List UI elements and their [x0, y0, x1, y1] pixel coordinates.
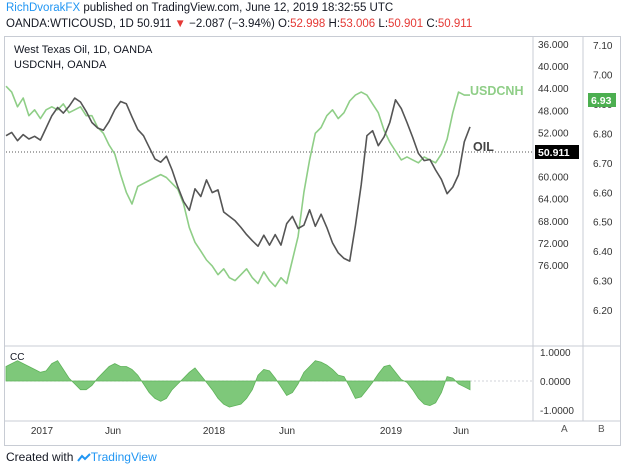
usdcnh-axis-tick: 7.00 — [593, 70, 613, 81]
usdcnh-axis-tick: 6.40 — [593, 247, 613, 258]
tradingview-logo-icon — [76, 453, 91, 462]
oil-axis-tick: 64.000 — [538, 195, 569, 206]
oil-axis-tick: 68.000 — [538, 217, 569, 228]
cc-axis-tick: -1.0000 — [540, 406, 574, 417]
last-price: 50.911 — [137, 18, 172, 30]
cc-axis-tick: 1.0000 — [540, 348, 571, 359]
usdcnh-axis-tick: 6.70 — [593, 159, 613, 170]
oil-price-tag-bg — [535, 145, 579, 159]
time-axis[interactable]: 2017 Jun 2018 Jun 2019 Jun — [31, 426, 469, 437]
auto-scale-button[interactable]: A — [561, 424, 568, 435]
author-link[interactable]: RichDvorakFX — [6, 2, 81, 14]
series-layer — [5, 85, 533, 288]
high-value: 53.006 — [340, 18, 376, 30]
oil-axis-tick: 60.000 — [538, 173, 569, 184]
oil-axis-tick: 48.000 — [538, 106, 569, 117]
usdcnh-axis-tick: 6.80 — [593, 129, 613, 140]
usdcnh-axis-tick: 6.60 — [593, 188, 613, 199]
usdcnh-price-tag: 6.93 — [591, 95, 612, 107]
chart-frame — [4, 36, 621, 446]
published-text: published on TradingView.com, June 12, 2… — [80, 2, 394, 14]
oil-annotation: OIL — [473, 140, 494, 154]
cc-axis-tick: 0.0000 — [540, 377, 571, 388]
legend-oil[interactable]: West Texas Oil, 1D, OANDA — [14, 44, 153, 56]
cc-label[interactable]: CC — [10, 352, 24, 363]
oil-axis-tick: 36.000 — [538, 40, 569, 51]
symbol-info-line: OANDA:WTICOUSD, 1D 50.911 ▼ −2.087 (−3.9… — [6, 18, 472, 30]
high-label: H: — [328, 18, 341, 30]
down-arrow-icon: ▼ — [174, 18, 186, 30]
oil-axis-tick: 76.000 — [538, 261, 569, 272]
time-axis-tick: 2019 — [380, 426, 403, 437]
tradingview-brand-link[interactable]: TradingView — [90, 450, 157, 464]
oil-axis-tick: 52.000 — [538, 128, 569, 139]
oil-series-line[interactable] — [5, 97, 471, 262]
time-axis-tick: Jun — [279, 426, 295, 437]
low-value: 50.901 — [388, 18, 424, 30]
b-scale-button[interactable]: B — [598, 424, 605, 435]
publication-header: RichDvorakFX published on TradingView.co… — [0, 0, 624, 36]
footer-text: Created with TradingView — [6, 450, 157, 464]
usdcnh-series-line[interactable] — [5, 85, 470, 288]
usdcnh-axis-tick: 6.50 — [593, 218, 613, 229]
cc-area[interactable] — [5, 360, 471, 408]
time-axis-tick: 2018 — [203, 426, 226, 437]
change-value: −2.087 (−3.94%) — [189, 18, 275, 30]
oil-axis-tick: 40.000 — [538, 62, 569, 73]
close-value: 50.911 — [437, 18, 473, 30]
usdcnh-price-tag-bg — [588, 93, 616, 107]
cc-axis[interactable]: 1.0000 0.0000 -1.0000 — [540, 348, 574, 417]
usdcnh-price-axis[interactable]: 7.107.006.906.806.706.606.506.406.306.20 — [593, 41, 613, 317]
publication-info: RichDvorakFX published on TradingView.co… — [6, 2, 393, 14]
usdcnh-axis-tick: 6.30 — [593, 277, 613, 288]
created-with-text: Created with — [6, 450, 74, 464]
time-axis-tick: Jun — [105, 426, 121, 437]
usdcnh-annotation: USDCNH — [470, 84, 523, 98]
oil-axis-tick: 44.000 — [538, 84, 569, 95]
open-label: O: — [278, 18, 291, 30]
oil-price-tag: 50.911 — [538, 147, 570, 159]
symbol-label: OANDA:WTICOUSD, 1D — [6, 18, 134, 30]
usdcnh-axis-tick: 7.10 — [593, 41, 613, 52]
footer: Created with TradingView — [0, 446, 624, 470]
legend-usdcnh[interactable]: USDCNH, OANDA — [14, 59, 107, 71]
usdcnh-axis-tick: 6.20 — [593, 306, 613, 317]
open-value: 52.998 — [290, 18, 326, 30]
time-axis-tick: 2017 — [31, 426, 54, 437]
time-axis-tick: Jun — [453, 426, 469, 437]
low-label: L: — [378, 18, 389, 30]
cc-layer — [5, 360, 533, 408]
oil-axis-tick: 72.000 — [538, 239, 569, 250]
close-label: C: — [426, 18, 438, 30]
